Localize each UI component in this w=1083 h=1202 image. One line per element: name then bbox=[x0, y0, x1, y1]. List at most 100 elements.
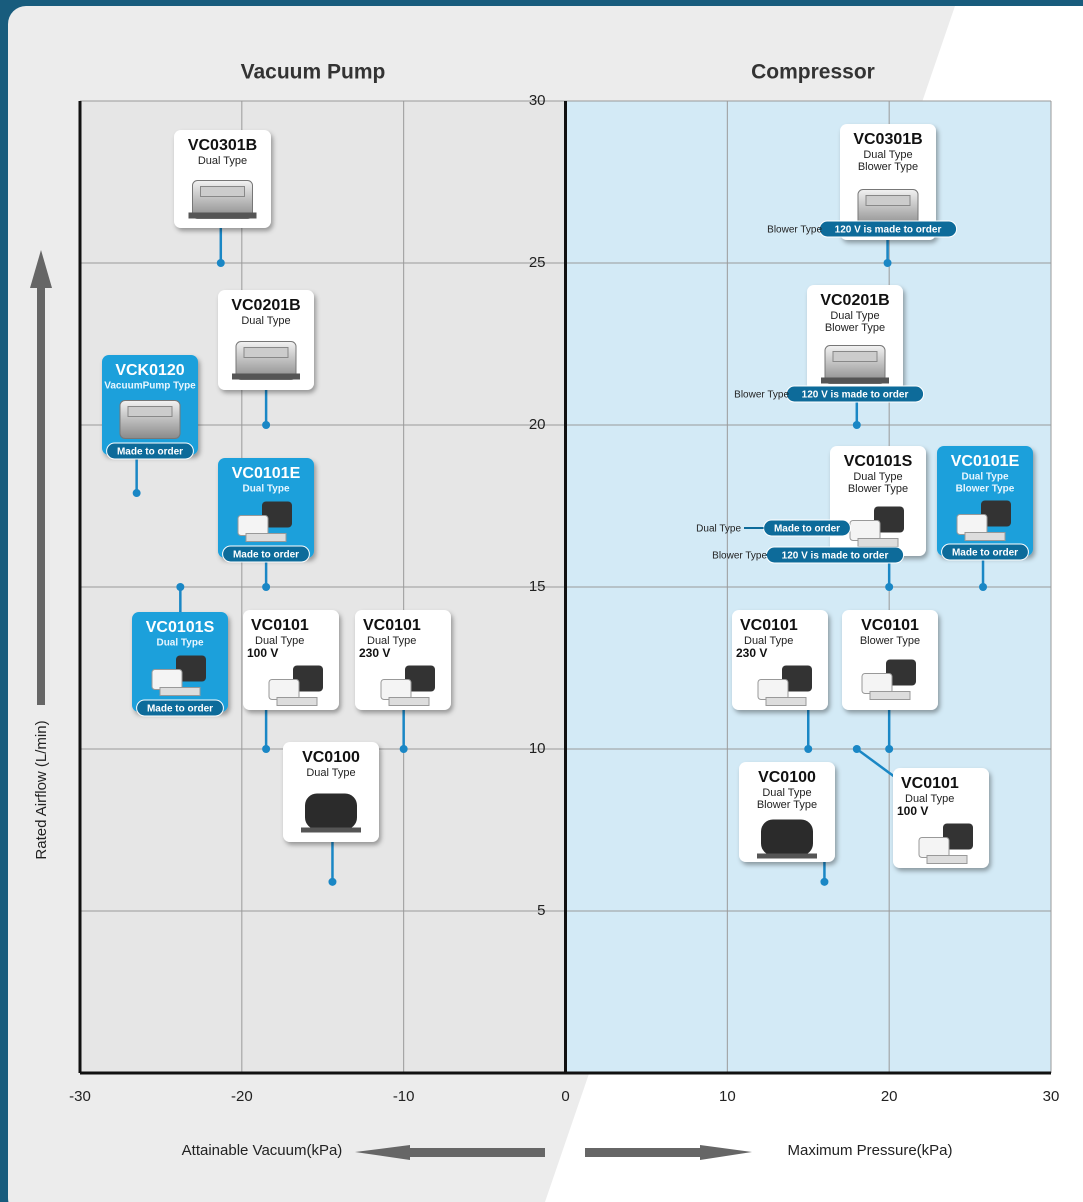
product-image bbox=[761, 819, 813, 856]
product-name: VC0101E bbox=[951, 453, 1020, 470]
point bbox=[328, 877, 337, 886]
point bbox=[132, 489, 141, 498]
product-image bbox=[857, 538, 899, 547]
product-image bbox=[188, 212, 257, 219]
x-tick-label: -10 bbox=[393, 1088, 415, 1105]
product-image bbox=[821, 377, 889, 384]
badge-text: 120 V is made to order bbox=[782, 551, 889, 562]
right-arrow bbox=[585, 1145, 752, 1160]
product-name: VC0100 bbox=[302, 749, 360, 766]
voltage: 100 V bbox=[897, 804, 928, 818]
point bbox=[885, 583, 894, 591]
badge-text: Made to order bbox=[117, 447, 183, 458]
product: VCK0120 VacuumPump Type Made to order bbox=[102, 355, 198, 498]
point bbox=[852, 745, 861, 753]
voltage: 230 V bbox=[359, 646, 390, 660]
product-name: VC0101 bbox=[861, 617, 919, 634]
product: VC0101E Dual Type Made to order bbox=[218, 458, 314, 591]
product-image bbox=[405, 665, 435, 692]
product-image bbox=[757, 679, 789, 700]
point bbox=[262, 583, 271, 591]
point bbox=[883, 259, 892, 267]
badge bbox=[106, 442, 194, 460]
product-name: VC0101 bbox=[740, 617, 798, 634]
product-name: VC0101 bbox=[901, 775, 959, 792]
product-image bbox=[886, 659, 916, 686]
left-title: Vacuum Pump bbox=[241, 61, 386, 84]
badge-text: 120 V is made to order bbox=[802, 390, 909, 401]
product-image bbox=[127, 406, 173, 417]
point bbox=[216, 259, 225, 267]
product-type: Dual Type bbox=[198, 155, 247, 167]
product-type: Dual Type bbox=[853, 471, 902, 483]
y-tick-label: 30 bbox=[529, 92, 546, 109]
y-tick-label: 25 bbox=[529, 254, 546, 271]
product-name: VC0301B bbox=[188, 137, 257, 154]
product-image bbox=[874, 506, 904, 533]
y-tick-label: 5 bbox=[537, 902, 545, 919]
product-name: VC0101 bbox=[251, 617, 309, 634]
product-image bbox=[262, 501, 292, 528]
product-image bbox=[765, 697, 807, 706]
callout-label: Blower Type bbox=[712, 551, 767, 562]
product-type: Blower Type bbox=[848, 483, 908, 495]
y-arrow-head bbox=[30, 250, 52, 288]
point bbox=[852, 421, 861, 429]
product-name: VC0101S bbox=[146, 619, 215, 636]
product-image bbox=[268, 679, 300, 700]
badge bbox=[941, 543, 1029, 561]
x-tick-label: 10 bbox=[719, 1088, 736, 1105]
product-name: VC0101E bbox=[232, 465, 301, 482]
product-image bbox=[981, 500, 1011, 527]
product-type: VacuumPump Type bbox=[104, 381, 196, 392]
product-image bbox=[869, 691, 911, 700]
point bbox=[804, 745, 813, 753]
product-image bbox=[159, 687, 201, 696]
product-image bbox=[293, 665, 323, 692]
product-image bbox=[151, 669, 183, 690]
product: VC0101S Dual Type Made to order bbox=[132, 583, 228, 717]
product-type: Blower Type bbox=[757, 799, 817, 811]
product-name: VC0101 bbox=[363, 617, 421, 634]
right-title: Compressor bbox=[751, 61, 875, 84]
product-image bbox=[301, 827, 361, 833]
product-image bbox=[861, 673, 893, 694]
product-image bbox=[176, 655, 206, 682]
product-type: Dual Type bbox=[744, 635, 793, 647]
product-type: Dual Type bbox=[905, 793, 954, 805]
product-image bbox=[237, 515, 269, 536]
product-image bbox=[245, 533, 287, 542]
product-type: Blower Type bbox=[860, 635, 920, 647]
product-name: VC0100 bbox=[758, 769, 816, 786]
point bbox=[262, 745, 271, 753]
y-arrow bbox=[37, 280, 45, 705]
product-type: Dual Type bbox=[241, 315, 290, 327]
x-tick-label: 20 bbox=[881, 1088, 898, 1105]
x-tick-label: -20 bbox=[231, 1088, 253, 1105]
left-arrow bbox=[355, 1145, 545, 1160]
product-type: Dual Type bbox=[863, 149, 912, 161]
point bbox=[820, 877, 829, 886]
voltage: 100 V bbox=[247, 646, 278, 660]
product-name: VCK0120 bbox=[115, 362, 184, 379]
y-tick-label: 15 bbox=[529, 578, 546, 595]
product-image bbox=[305, 793, 357, 830]
product-image bbox=[200, 186, 245, 197]
product-name: VC0301B bbox=[853, 131, 922, 148]
voltage: 230 V bbox=[736, 646, 767, 660]
product-type: Dual Type bbox=[367, 635, 416, 647]
product-type: Dual Type bbox=[306, 767, 355, 779]
y-tick-label: 10 bbox=[529, 740, 546, 757]
product-type: Dual Type bbox=[830, 310, 879, 322]
product-image bbox=[388, 697, 430, 706]
product-image bbox=[918, 837, 950, 858]
